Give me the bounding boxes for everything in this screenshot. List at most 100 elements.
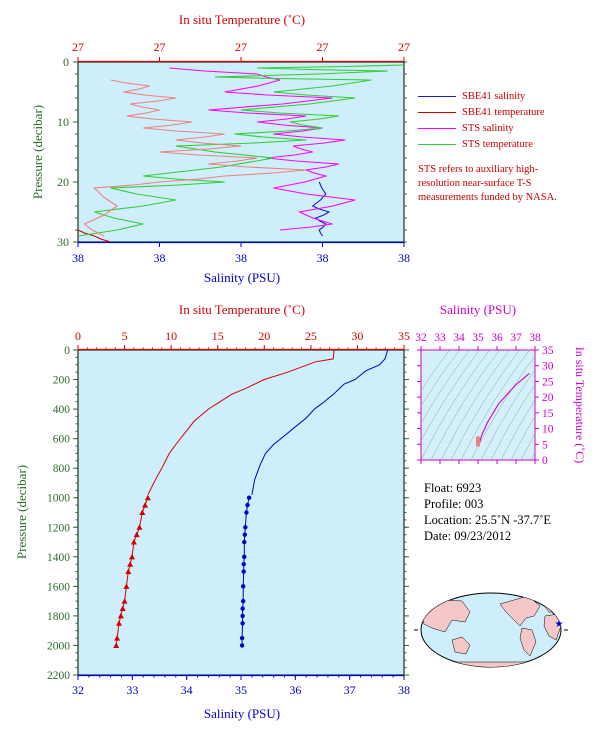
ts-sal-tick-label: 32 xyxy=(415,332,427,344)
ts-curve xyxy=(478,373,530,447)
ts-temp-axis-label: In situ Temperature (˚C) xyxy=(573,347,587,464)
profile-pressure-tick-label: 1200 xyxy=(47,522,70,534)
profile-triangle-marker xyxy=(139,509,146,515)
profile-circle-marker xyxy=(240,584,246,589)
ts-contour-line xyxy=(480,369,535,460)
ts-deep-cluster xyxy=(476,436,480,447)
profile-temp-axis-label: In situ Temperature (˚C) xyxy=(179,302,305,317)
profile-pressure-tick-label: 1000 xyxy=(47,493,70,505)
profile-triangle-marker xyxy=(114,635,121,641)
top-series-line-4 xyxy=(83,79,307,237)
top-pressure-axis-label: Pressure (decibar) xyxy=(30,105,45,199)
profile-circle-marker xyxy=(240,606,245,611)
legend-item-sbe41-temperature: SBE41 temperature xyxy=(418,104,545,120)
ts-sal-axis-label: Salinity (PSU) xyxy=(440,302,516,317)
profile-pressure-tick-label: 0 xyxy=(64,345,70,357)
top-sal-tick-label: 38 xyxy=(154,251,166,265)
profile-circle-marker xyxy=(239,635,245,641)
profile-triangle-marker xyxy=(125,568,132,575)
map-land-south-america xyxy=(519,627,537,657)
profile-triangle-marker xyxy=(121,598,128,604)
sts-note: STS refers to auxiliary high-resolution … xyxy=(418,164,557,203)
profile-sal-axis-label: Salinity (PSU) xyxy=(204,706,280,721)
float-number: Float: 6923 xyxy=(424,481,482,495)
top-pressure-tick-label: 30 xyxy=(57,235,69,249)
legend-swatch xyxy=(418,95,456,97)
ts-temp-tick-label: 20 xyxy=(542,392,554,404)
legend-label: STS temperature xyxy=(462,138,533,150)
profile-line-2 xyxy=(251,349,389,495)
ts-sal-tick-label: 34 xyxy=(453,332,465,344)
ts-contour-line xyxy=(470,355,535,460)
top-series-line-3 xyxy=(77,64,405,237)
top-series-line-1 xyxy=(77,229,111,243)
profile-temp-tick-label: 35 xyxy=(398,329,410,343)
legend-item-sbe41-salinity: SBE41 salinity xyxy=(418,88,545,104)
profile-circle-marker xyxy=(240,598,246,604)
top-temp-tick-label: 27 xyxy=(72,40,84,54)
profile-pressure-axis-label: Pressure (decibar) xyxy=(14,465,29,559)
profile-temp-tick-label: 20 xyxy=(258,329,270,343)
profile-temp-tick-label: 15 xyxy=(212,329,224,343)
profile-sal-tick-label: 36 xyxy=(289,683,301,697)
legend: SBE41 salinity SBE41 temperature STS sal… xyxy=(418,88,545,152)
map-land-australia xyxy=(451,636,471,655)
top-sal-axis-label: Salinity (PSU) xyxy=(204,270,280,285)
world-map: ★ xyxy=(414,592,568,668)
profile-pressure-tick-label: 1400 xyxy=(47,552,70,564)
ts-temp-tick-label: 0 xyxy=(542,455,548,467)
profile-sal-tick-label: 34 xyxy=(181,683,193,697)
ts-contour-line xyxy=(421,350,460,407)
ts-contour-line xyxy=(430,350,500,460)
top-panel: 27 27 27 27 27 38 38 38 38 38 0 10 20 30 In situ Temp… xyxy=(30,12,410,285)
ts-contour-line xyxy=(421,350,450,391)
top-plot-area xyxy=(77,61,405,243)
profile-triangle-marker xyxy=(130,539,137,545)
profile-pressure-tick-label: 1800 xyxy=(47,611,70,623)
profile-sal-tick-label: 35 xyxy=(235,683,247,697)
profile-marker-line-1 xyxy=(115,497,149,646)
profile-number: Profile: 003 xyxy=(424,497,484,511)
profile-triangle-marker xyxy=(129,553,136,560)
float-location: Location: 25.5˚N -37.7˚E xyxy=(424,513,552,527)
profile-circle-marker xyxy=(241,569,246,574)
profile-temp-tick-label: 30 xyxy=(351,329,363,343)
profile-triangle-marker xyxy=(144,494,151,501)
profile-triangle-marker xyxy=(127,561,134,567)
top-sal-tick-label: 38 xyxy=(235,251,247,265)
top-series xyxy=(77,64,405,243)
profile-triangle-marker xyxy=(133,531,140,538)
profile-marker-line-3 xyxy=(241,497,250,646)
ts-contour-line xyxy=(510,415,535,460)
top-pressure-tick-label: 20 xyxy=(57,175,69,189)
profile-triangle-marker xyxy=(142,502,149,508)
profile-plot-area xyxy=(77,349,405,676)
profile-circle-marker xyxy=(243,525,248,530)
top-sal-tick-label: 38 xyxy=(317,251,329,265)
profile-pressure-tick-label: 1600 xyxy=(47,581,70,593)
top-axes: 27 27 27 27 27 38 38 38 38 38 0 10 20 30 xyxy=(57,40,410,265)
legend-item-sts-temperature: STS temperature xyxy=(418,136,545,152)
legend-swatch xyxy=(418,127,456,129)
ts-sal-tick-label: 35 xyxy=(472,332,484,344)
ts-series xyxy=(476,373,530,447)
ts-temp-tick-label: 30 xyxy=(542,361,554,373)
profile-pressure-tick-label: 800 xyxy=(53,463,71,475)
profile-triangle-marker xyxy=(113,642,120,648)
ts-sal-tick-label: 36 xyxy=(491,332,503,344)
ts-density-contours xyxy=(421,350,535,460)
profile-pressure-tick-label: 600 xyxy=(53,434,71,446)
top-pressure-tick-label: 0 xyxy=(63,55,69,69)
profile-line-0 xyxy=(147,349,335,496)
profile-temp-tick-label: 25 xyxy=(305,329,317,343)
ts-contour-line xyxy=(460,350,530,460)
top-sal-tick-label: 38 xyxy=(398,251,410,265)
profile-circle-marker xyxy=(242,532,248,537)
top-temp-tick-label: 27 xyxy=(317,40,329,54)
ts-temp-tick-label: 15 xyxy=(542,408,554,420)
ts-panel: 32 33 34 35 36 37 38 0 5 10 15 20 25 30 35 Salinity (P… xyxy=(415,302,587,467)
profile-panel: 0 5 10 15 20 25 30 35 32 33 34 35 36 37 38 0 200 400 600 80… xyxy=(14,302,410,721)
ts-sal-tick-label: 38 xyxy=(529,332,541,344)
ts-temp-tick-label: 5 xyxy=(542,439,548,451)
